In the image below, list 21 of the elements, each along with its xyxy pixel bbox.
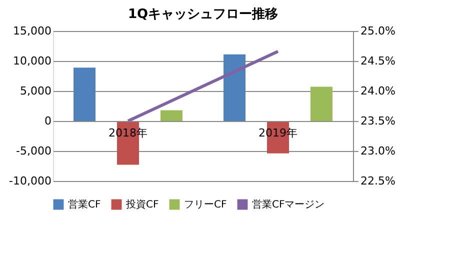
legend-label: 営業CF [68, 198, 101, 211]
legend-label: 営業CFマージン [252, 198, 325, 211]
y-tick-label: -5,000 [16, 144, 52, 158]
legend-label: 投資CF [125, 198, 159, 211]
y2-tick-label: 23.0% [360, 144, 396, 158]
y-tick-label: 0 [44, 114, 52, 128]
y-tick-label: 5,000 [20, 84, 52, 98]
y2-tick-label: 25.0% [360, 24, 396, 38]
bar [160, 110, 182, 121]
y2-tick-label: 24.5% [360, 54, 396, 68]
bar [310, 86, 332, 121]
y2-tick-label: 22.5% [360, 174, 396, 188]
legend-label: フリーCF [184, 200, 227, 211]
y2-tick-label: 24.0% [360, 84, 396, 98]
bar [74, 68, 96, 121]
chart-title: 1Qキャッシュフロー推移 [128, 7, 278, 22]
y-tick-label: 10,000 [13, 54, 52, 68]
y-tick-label: -10,000 [9, 174, 52, 188]
bar [224, 54, 246, 121]
y-tick-label: 15,000 [13, 24, 52, 38]
y2-tick-label: 23.5% [360, 114, 396, 128]
